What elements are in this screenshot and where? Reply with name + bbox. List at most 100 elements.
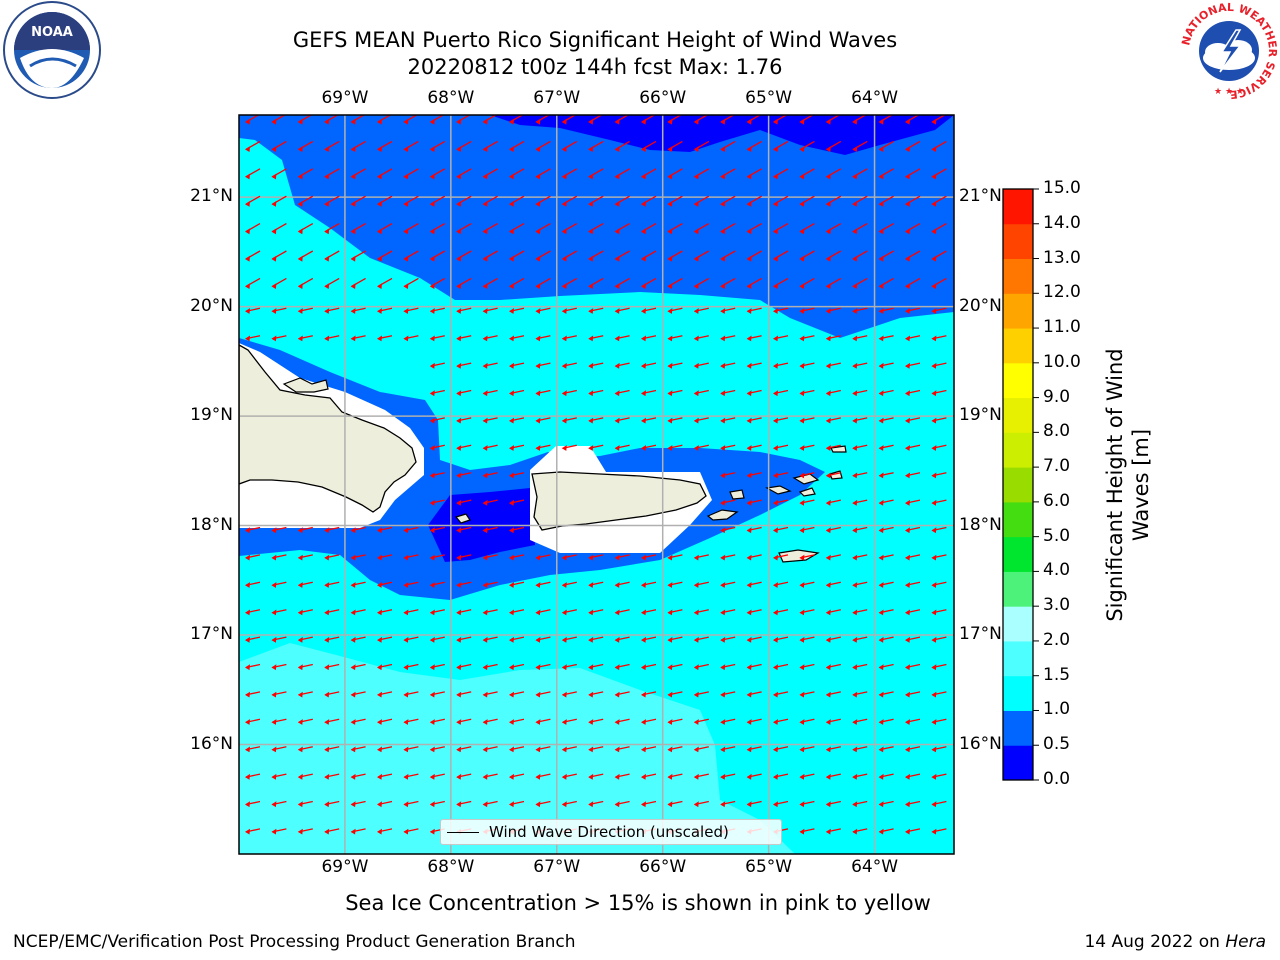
wave-direction-arrow: [456, 472, 472, 479]
wave-direction-arrow: [429, 581, 445, 588]
wave-direction-arrow: [403, 609, 419, 616]
wave-direction-arrow: [588, 417, 604, 424]
wave-direction-arrow: [561, 195, 578, 207]
wave-direction-arrow: [377, 168, 393, 180]
wave-direction-arrow: [509, 636, 525, 643]
wave-direction-arrow: [456, 691, 472, 698]
wave-direction-arrow: [931, 581, 947, 588]
wave-direction-arrow: [825, 499, 841, 506]
wave-direction-arrow: [350, 223, 366, 235]
wave-direction-arrow: [931, 472, 947, 479]
colorbar-tick-label: 9.0: [1043, 386, 1071, 407]
wave-direction-arrow: [535, 417, 551, 424]
wave-direction-arrow: [324, 663, 340, 671]
wave-direction-arrow: [614, 168, 630, 180]
wave-direction-arrow: [852, 195, 868, 207]
wave-direction-arrow: [561, 663, 577, 671]
wave-direction-arrow: [693, 307, 709, 314]
wave-direction-arrow: [588, 277, 604, 289]
wave-direction-arrow: [878, 335, 894, 342]
wave-direction-arrow: [377, 554, 393, 561]
wave-direction-arrow: [720, 195, 736, 207]
lat-label-right: 18°N: [959, 514, 1002, 535]
wave-direction-arrow: [878, 691, 894, 698]
wave-direction-arrow: [245, 554, 261, 561]
wave-direction-arrow: [561, 335, 577, 342]
wave-direction-arrow: [799, 389, 815, 397]
lat-label-left: 18°N: [190, 514, 233, 535]
wave-direction-arrow: [429, 335, 445, 342]
wave-direction-arrow: [403, 828, 419, 835]
wave-direction-arrow: [403, 140, 419, 152]
wave-direction-arrow: [693, 554, 709, 561]
wave-direction-arrow: [588, 691, 604, 698]
wave-direction-arrow: [561, 800, 577, 808]
wave-direction-arrow: [878, 250, 894, 262]
wave-direction-arrow: [931, 828, 947, 835]
wave-direction-arrow: [588, 800, 604, 808]
colorbar-segment-4: [1003, 606, 1033, 642]
wave-direction-arrow: [350, 746, 366, 753]
wave-direction-arrow: [905, 554, 921, 561]
wave-direction-arrow: [773, 195, 789, 207]
wave-direction-arrow: [271, 277, 287, 289]
wave-direction-arrow: [403, 691, 419, 698]
wave-direction-arrow: [509, 499, 525, 506]
wave-direction-arrow: [720, 773, 736, 780]
wave-direction-arrow: [429, 609, 445, 616]
wave-direction-arrow: [614, 746, 630, 753]
wave-direction-arrow: [746, 746, 762, 753]
map-subtitle-run: 20220812 t00z 144h fcst Max: 1.76: [407, 55, 783, 79]
wave-direction-arrow: [535, 335, 551, 342]
wave-direction-arrow: [377, 691, 393, 698]
wave-direction-arrow: [878, 277, 894, 289]
wave-direction-arrow: [667, 417, 683, 424]
wave-direction-arrow: [905, 307, 921, 314]
lat-label-right: 16°N: [959, 733, 1002, 754]
wave-direction-arrow: [271, 773, 287, 780]
wave-direction-arrow: [799, 250, 815, 262]
wave-direction-arrow: [297, 581, 313, 588]
wave-direction-arrow: [350, 828, 366, 835]
wave-direction-arrow: [271, 800, 287, 808]
wave-direction-arrow: [456, 277, 472, 289]
wave-direction-arrow: [614, 718, 630, 725]
wave-direction-arrow: [720, 417, 736, 424]
wave-direction-arrow: [693, 223, 710, 235]
wave-direction-arrow: [403, 223, 419, 235]
wave-direction-arrow: [403, 636, 419, 643]
wave-direction-arrow: [746, 499, 762, 506]
wave-direction-arrow: [324, 250, 340, 262]
wave-direction-arrow: [746, 526, 762, 534]
wave-direction-arrow: [403, 168, 419, 180]
island-sombrero: [830, 445, 847, 453]
band-0-5-1-0-north: [239, 115, 954, 338]
wave-direction-arrow: [482, 691, 498, 698]
wave-direction-arrow: [852, 526, 868, 534]
wave-direction-arrow: [271, 828, 287, 835]
wave-direction-arrow: [324, 140, 340, 152]
wave-direction-arrow: [588, 195, 604, 207]
wave-direction-arrow: [535, 195, 551, 207]
wave-direction-arrow: [588, 718, 604, 725]
wave-direction-arrow: [693, 444, 709, 451]
wave-direction-arrow: [324, 636, 340, 643]
lon-label-bottom: 69°W: [321, 857, 369, 877]
island-hispaniola-north-cay: [282, 377, 329, 393]
wave-direction-arrow: [535, 800, 551, 808]
wave-direction-arrow: [825, 223, 842, 235]
wave-direction-arrow: [746, 362, 762, 369]
wave-direction-arrow: [693, 335, 709, 342]
colorbar-segment-0: [1003, 745, 1033, 781]
wave-direction-arrow: [746, 250, 762, 262]
wave-direction-arrow: [825, 277, 842, 289]
wave-direction-arrow: [561, 250, 578, 262]
noaa-logo: NOAA: [3, 1, 101, 99]
wave-direction-arrow: [746, 472, 762, 479]
wave-direction-arrow: [905, 581, 921, 588]
wave-direction-arrow: [693, 746, 709, 753]
wave-direction-arrow: [667, 444, 683, 451]
wave-direction-arrow: [350, 609, 366, 616]
footer-date-text: 14 Aug 2022 on: [1084, 932, 1226, 952]
wave-direction-arrow: [509, 609, 525, 616]
